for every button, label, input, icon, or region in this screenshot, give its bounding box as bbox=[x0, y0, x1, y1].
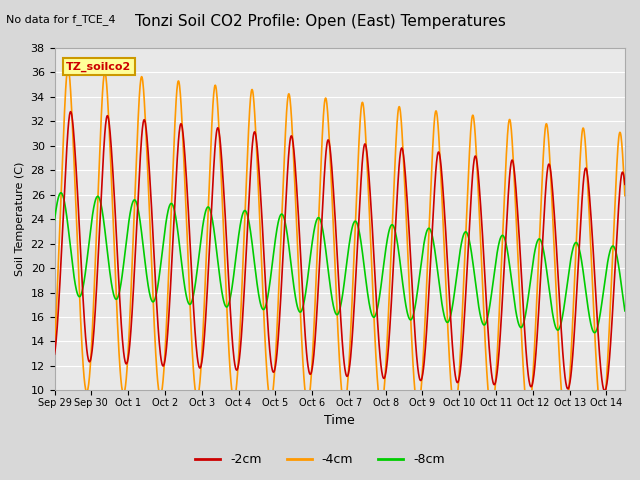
X-axis label: Time: Time bbox=[324, 414, 355, 427]
Y-axis label: Soil Temperature (C): Soil Temperature (C) bbox=[15, 162, 25, 276]
Text: No data for f_TCE_4: No data for f_TCE_4 bbox=[6, 14, 116, 25]
Text: Tonzi Soil CO2 Profile: Open (East) Temperatures: Tonzi Soil CO2 Profile: Open (East) Temp… bbox=[134, 14, 506, 29]
Legend: -2cm, -4cm, -8cm: -2cm, -4cm, -8cm bbox=[190, 448, 450, 471]
Text: TZ_soilco2: TZ_soilco2 bbox=[66, 61, 131, 72]
